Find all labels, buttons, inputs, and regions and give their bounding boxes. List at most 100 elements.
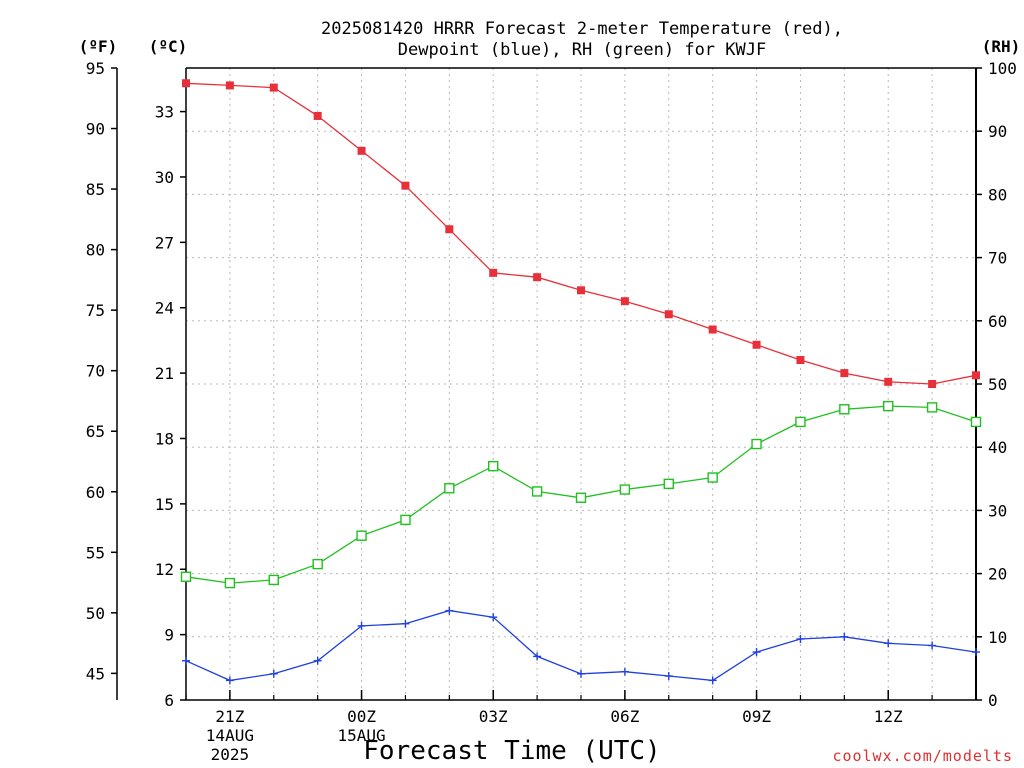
x-tick-label: 03Z (479, 707, 508, 726)
x-tick-label: 09Z (742, 707, 771, 726)
rh-point (663, 478, 674, 490)
x-tick-label: 21Z (215, 707, 244, 726)
temperature-point (708, 325, 717, 334)
dewpoint-point (972, 648, 980, 657)
temperature-point (752, 340, 761, 349)
rh-point (751, 438, 762, 450)
temperature-point (489, 268, 498, 277)
dewpoint-point (533, 652, 542, 661)
temperature-point (928, 380, 937, 388)
temperature-point (972, 371, 980, 380)
rh-point (707, 472, 718, 483)
fahrenheit-tick-label: 85 (86, 180, 105, 199)
dewpoint-point (752, 648, 761, 657)
rh-tick-label: 100 (988, 59, 1017, 78)
chart-title-line-2: Dewpoint (blue), RH (green) for KWJF (398, 40, 766, 60)
dewpoint-point (708, 676, 717, 685)
rh-point (180, 571, 192, 582)
celsius-tick-label: 24 (155, 299, 174, 318)
dewpoint-point (664, 672, 673, 681)
fahrenheit-tick-label: 50 (86, 604, 105, 623)
rh-point (926, 402, 938, 413)
chart-title: 2025081420 HRRR Forecast 2-meter Tempera… (321, 19, 843, 60)
temperature-point (445, 225, 454, 234)
rh-tick-label: 60 (988, 312, 1007, 331)
rh-point (444, 483, 455, 494)
rh-tick-label: 10 (988, 628, 1007, 647)
celsius-axis: 6 9 12 15 18 21 24 27 30 33 (155, 68, 187, 710)
dewpoint-point (225, 676, 234, 685)
fahrenheit-tick-label: 55 (86, 543, 105, 562)
rh-point (356, 530, 367, 541)
temperature-point (796, 356, 805, 365)
temperature-point (225, 81, 234, 90)
x-axis-title: Forecast Time (UTC) (363, 736, 660, 766)
x-tick-label: 14AUG (206, 726, 254, 745)
rh-series (180, 400, 982, 589)
rh-tick-label: 70 (988, 249, 1007, 268)
rh-tick-label: 50 (988, 375, 1007, 394)
rh-point (795, 416, 806, 428)
temperature-series (182, 79, 980, 388)
fahrenheit-unit-label: (ºF) (79, 37, 118, 56)
temperature-point (357, 146, 366, 155)
dewpoint-point (620, 667, 629, 676)
temperature-point (313, 111, 322, 120)
dewpoint-point (445, 606, 454, 615)
temperature-point (577, 286, 585, 295)
grid-layer (186, 68, 976, 700)
fahrenheit-tick-label: 95 (86, 59, 105, 78)
fahrenheit-tick-label: 75 (86, 301, 105, 320)
rh-point (575, 492, 587, 503)
rh-point (839, 404, 850, 415)
rh-point (224, 577, 236, 589)
rh-tick-label: 20 (988, 565, 1007, 584)
temperature-point (401, 181, 410, 190)
celsius-tick-label: 12 (155, 560, 174, 579)
rh-point (488, 460, 499, 472)
rh-point (970, 416, 982, 428)
rh-point (312, 558, 323, 570)
fahrenheit-axis: 45 50 55 60 65 70 75 80 85 90 95 (86, 59, 118, 700)
dewpoint-point (489, 613, 498, 622)
fahrenheit-tick-label: 90 (86, 120, 105, 139)
celsius-tick-label: 30 (155, 168, 174, 187)
rh-tick-label: 0 (988, 691, 998, 710)
rh-tick-label: 30 (988, 501, 1007, 520)
dewpoint-point (269, 669, 278, 678)
celsius-unit-label: (ºC) (149, 37, 188, 56)
temperature-point (620, 297, 629, 306)
temperature-point (884, 377, 893, 386)
dewpoint-series (182, 606, 980, 685)
rh-point (531, 486, 543, 497)
temperature-point (664, 310, 673, 319)
temperature-point (840, 369, 849, 378)
chart-title-line-1: 2025081420 HRRR Forecast 2-meter Tempera… (321, 19, 843, 39)
fahrenheit-tick-label: 80 (86, 241, 105, 260)
dewpoint-point (796, 634, 805, 643)
x-tick-label: 15AUG (337, 726, 385, 745)
credit-label: coolwx.com/modelts (832, 747, 1013, 765)
dewpoint-point (313, 656, 322, 665)
rh-tick-label: 90 (988, 122, 1007, 141)
temperature-point (269, 83, 278, 92)
fahrenheit-tick-label: 45 (86, 664, 105, 683)
x-tick-label: 00Z (347, 707, 376, 726)
fahrenheit-tick-label: 65 (86, 422, 105, 441)
celsius-tick-label: 18 (155, 429, 174, 448)
temperature-point (533, 273, 542, 282)
rh-point (400, 514, 411, 526)
dewpoint-point (928, 641, 937, 650)
x-tick-label: 2025 (211, 745, 250, 764)
dewpoint-point (884, 639, 893, 648)
fahrenheit-tick-label: 70 (86, 362, 105, 381)
fahrenheit-tick-label: 60 (86, 483, 105, 502)
celsius-tick-label: 6 (164, 691, 174, 710)
x-tick-label: 12Z (874, 707, 903, 726)
celsius-tick-label: 9 (164, 626, 174, 645)
dewpoint-point (577, 669, 585, 678)
celsius-tick-label: 15 (155, 495, 174, 514)
rh-point (883, 400, 894, 412)
